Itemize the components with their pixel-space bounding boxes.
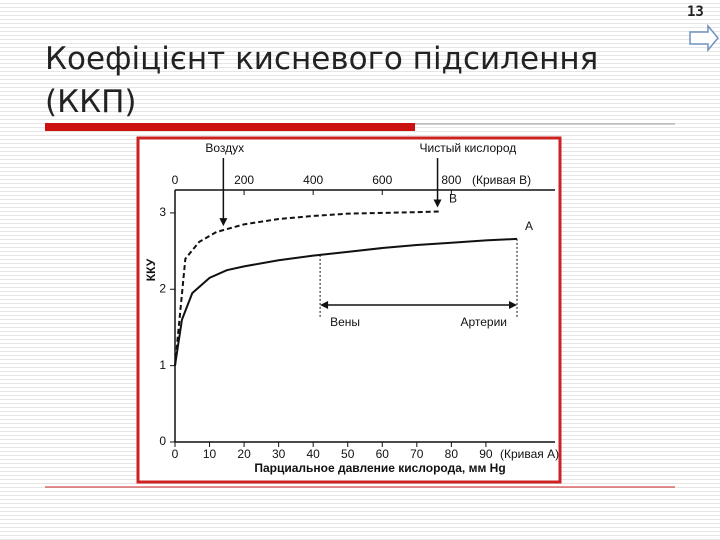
x-tick-label: 10 [203, 447, 217, 461]
title-bar [45, 123, 415, 131]
x2-tick-label: 0 [172, 173, 179, 187]
series-line [174, 210, 442, 366]
x-tick-label: 40 [307, 447, 321, 461]
y-tick-label: 1 [159, 358, 166, 372]
y-tick-label: 3 [159, 205, 166, 219]
x-axis-note: (Кривая А) [500, 447, 559, 461]
chart-frame [136, 136, 562, 484]
x2-tick-label: 400 [303, 173, 323, 187]
x-tick-label: 80 [445, 447, 459, 461]
page-number: 13 [687, 4, 704, 20]
series-label: B [449, 192, 457, 206]
slide-title: Коефіцієнт кисневого підсилення (ККП) [45, 41, 599, 120]
x2-axis-note: (Кривая В) [472, 173, 531, 187]
x-tick-label: 50 [341, 447, 355, 461]
x-tick-label: 90 [479, 447, 493, 461]
x-tick-label: 60 [376, 447, 390, 461]
annotation-label: Чистый кислород [420, 141, 517, 155]
span-label: Вены [330, 315, 360, 329]
y-tick-label: 2 [159, 281, 166, 295]
y-axis-label: ККУ [144, 258, 158, 281]
x-tick-label: 20 [237, 447, 251, 461]
x-tick-label: 70 [410, 447, 424, 461]
series-line [174, 237, 518, 366]
x2-tick-label: 600 [372, 173, 392, 187]
series-label: A [525, 219, 533, 233]
x2-tick-label: 200 [234, 173, 254, 187]
span-label: Артерии [460, 315, 507, 329]
annotation-arrowhead [219, 218, 228, 227]
x-tick-label: 30 [272, 447, 286, 461]
x-axis-label: Парциальное давление кислорода, мм Hg [254, 461, 505, 475]
x-tick-label: 0 [172, 447, 179, 461]
y-tick-label: 0 [159, 434, 166, 448]
x2-tick-label: 800 [441, 173, 461, 187]
annotation-label: Воздух [205, 141, 244, 155]
annotation-arrowhead [433, 199, 442, 208]
nav-arrow [689, 23, 719, 53]
